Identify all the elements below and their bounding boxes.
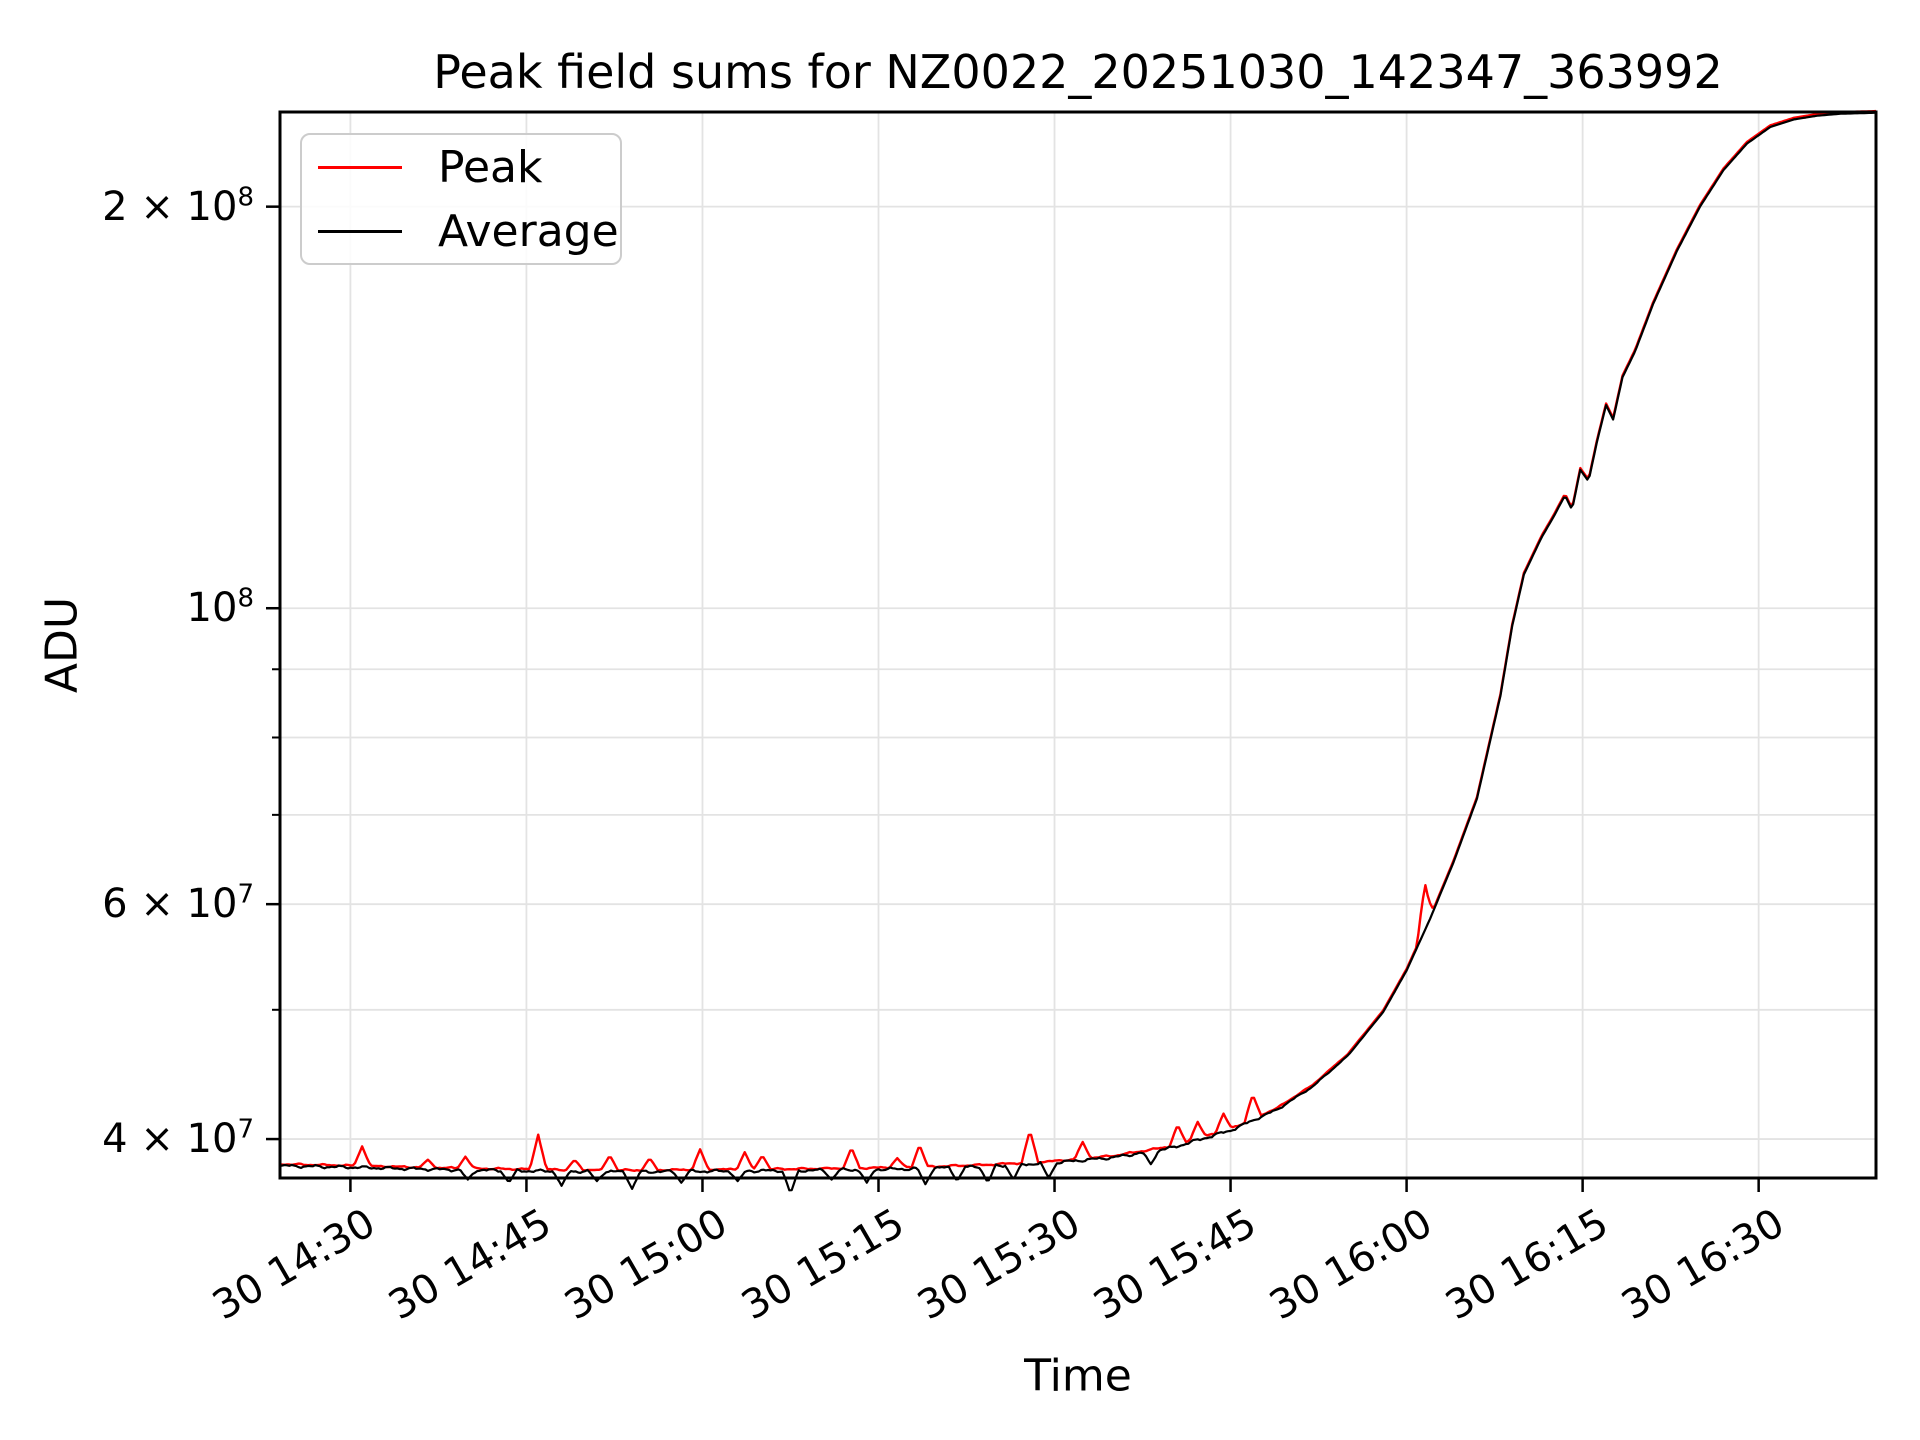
y-tick-label: 6 × 107 <box>102 879 254 928</box>
legend-label-average: Average <box>438 205 619 257</box>
plot-spine <box>278 110 1878 1180</box>
legend-item-average: Average <box>318 206 620 257</box>
x-axis-label: Time <box>1024 1350 1132 1402</box>
average-series-path <box>279 111 1877 1192</box>
legend-label-peak: Peak <box>438 141 543 193</box>
chart-title: Peak field sums for NZ0022_20251030_1423… <box>433 45 1723 99</box>
average-line-sample-icon <box>318 229 402 233</box>
y-tick-label: 108 <box>186 583 254 632</box>
legend: Peak Average <box>300 133 622 265</box>
peak-series-path <box>279 109 1877 1173</box>
y-tick-label: 2 × 108 <box>102 182 254 230</box>
peak-line-sample-icon <box>318 165 402 169</box>
y-tick-label: 4 × 107 <box>102 1114 254 1163</box>
legend-item-peak: Peak <box>318 142 620 193</box>
